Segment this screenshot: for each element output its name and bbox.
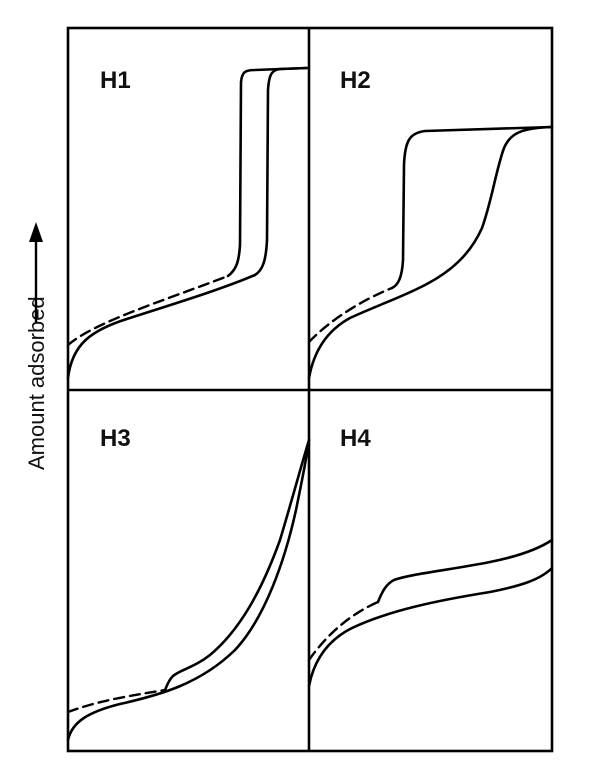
h4-desorption-branch: [376, 538, 554, 604]
panel-label-h2: H2: [340, 67, 371, 94]
panel-label-h4: H4: [340, 425, 371, 452]
h4-dashed-branch: [307, 600, 380, 662]
panel-label-h3: H3: [100, 425, 131, 452]
h1-adsorption-branch: [66, 66, 309, 380]
panel-grid-frame: [66, 26, 554, 753]
h2-dashed-branch: [307, 286, 394, 344]
panel-h1: H1: [66, 66, 309, 380]
h1-desorption-branch: [226, 66, 309, 278]
y-axis-label: Amount adsorbed: [24, 296, 49, 470]
h3-dashed-branch: [66, 688, 167, 714]
h4-adsorption-branch: [307, 566, 554, 688]
h2-adsorption-branch: [307, 125, 554, 380]
panel-h2: H2: [307, 67, 554, 380]
h2-desorption-branch: [390, 125, 554, 290]
panel-h3: H3: [66, 425, 311, 742]
y-axis-arrow: [29, 222, 43, 322]
panel-label-h1: H1: [100, 67, 131, 94]
h3-adsorption-branch: [66, 438, 311, 742]
h3-desorption-branch: [163, 438, 311, 692]
panel-h4: H4: [307, 425, 554, 688]
h1-dashed-branch: [66, 274, 230, 347]
